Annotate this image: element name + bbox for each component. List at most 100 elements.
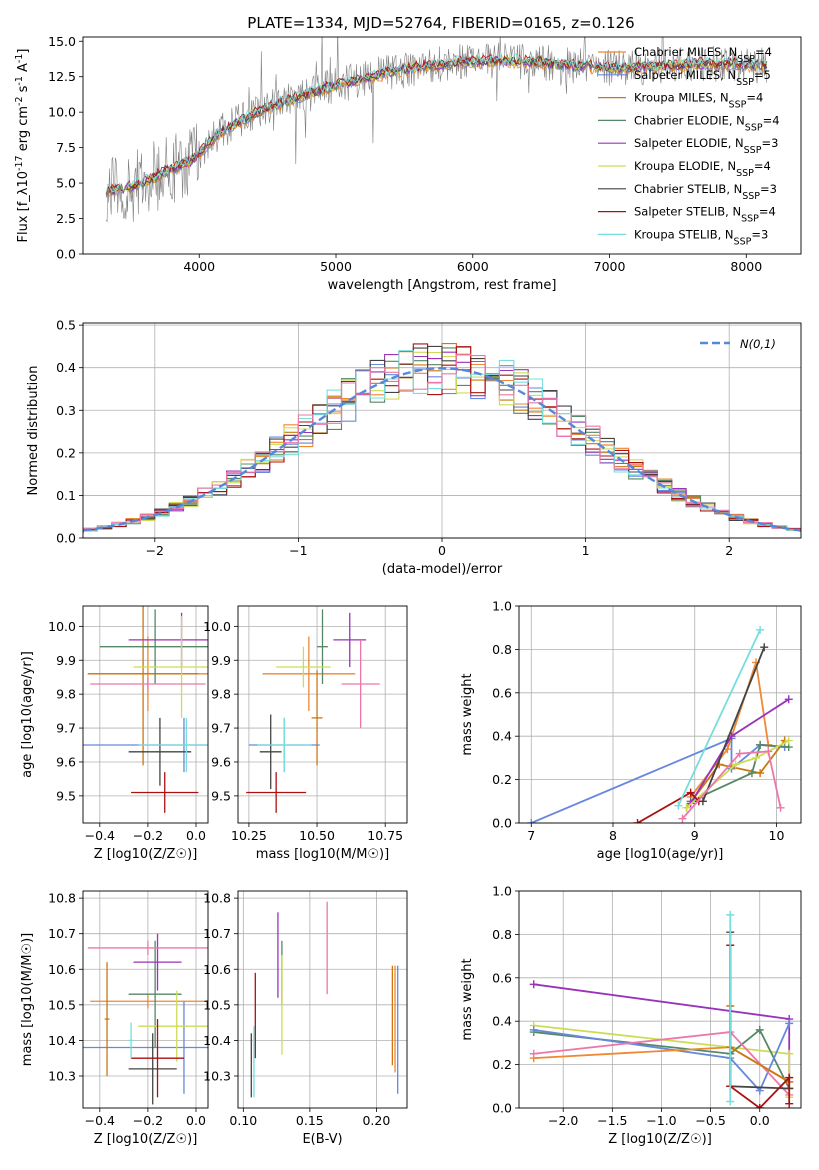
weight-marker: [527, 819, 536, 823]
y-tick-label: 12.5: [48, 69, 76, 84]
legend-entry: Chabrier MILES, NSSP=4: [634, 45, 772, 65]
weight-series-line: [685, 739, 786, 809]
y-tick-label: 0.3: [56, 403, 76, 418]
x-tick-label: 1: [582, 543, 590, 558]
x-tick-label: 10.25: [231, 828, 267, 843]
y-tick-label: 0.4: [492, 1014, 512, 1029]
y-tick-label: 0.4: [492, 729, 512, 744]
mass_vs_ebv-xlabel: E(B-V): [302, 1132, 342, 1147]
residuals-xlabel: (data-model)/error: [382, 562, 503, 577]
normal-curve: [83, 366, 801, 532]
y-tick-label: 0.2: [56, 445, 76, 460]
y-tick-label: 0.6: [492, 970, 512, 985]
y-tick-label: 10.3: [203, 1068, 231, 1083]
legend-entry: Chabrier STELIB, NSSP=3: [634, 182, 777, 202]
age_vs_Z-ylabel: age [log10(age/yr)]: [20, 651, 35, 778]
x-tick-label: −0.4: [85, 828, 115, 843]
residual-histogram: [83, 353, 801, 533]
spectrum-panel: 4000 5000 6000 7000 8000 0.0 2.5 5.0 7.5 10.0 12.5…: [14, 34, 802, 293]
weight_vs_age-grid: [519, 605, 801, 824]
x-tick-label: 2: [725, 543, 733, 558]
weight-marker: [756, 625, 765, 634]
mass_vs_ebv-grid: [238, 891, 407, 1108]
legend-entry: Salpeter MILES, NSSP=5: [634, 68, 771, 88]
weight-series-line: [533, 1023, 791, 1093]
error-bar-point: [104, 962, 110, 1076]
spectrum-plot-area: [105, 37, 768, 223]
weight-marker: [723, 745, 732, 754]
y-tick-label: 0.0: [56, 247, 76, 262]
panels: 4000 5000 6000 7000 80000.02.55.07.510.012.5…: [14, 34, 802, 1147]
weight-marker: [747, 769, 756, 778]
y-tick-label: 1.0: [492, 599, 512, 614]
error-bar-point: [138, 990, 208, 1062]
y-tick-label: 7.5: [56, 140, 76, 155]
weight-marker: [776, 803, 785, 812]
x-tick-label: 0.0: [750, 1113, 770, 1128]
age_vs_mass-frame: [237, 605, 408, 824]
error-bar-point: [128, 940, 182, 1048]
x-tick-label: 10.75: [367, 828, 403, 843]
x-tick-label: 5000: [320, 259, 352, 274]
weight-marker: [731, 760, 740, 769]
weight-marker: [755, 1104, 764, 1108]
age_vs_Z-grid: [83, 606, 208, 823]
y-tick-label: 9.8: [56, 687, 76, 702]
legend-entry: Salpeter ELODIE, NSSP=3: [634, 136, 778, 156]
residuals-panel: −2 −1 0 1 2 0.0 0.1 0.2 0.3 0.4 0.5 (data-model)/er…: [26, 318, 802, 577]
age_vs_mass-ticks: 10.25 10.50 10.75 9.5 9.6 9.7 9.8 9.9 10.0: [203, 619, 403, 843]
weight_vs_age-ticks: 7 8 9 10 0.0 0.2 0.4 0.6 0.8 1.0: [492, 599, 784, 844]
mass_vs_ebv-panel: 0.10 0.15 0.20 10.3 10.4 10.5 10.6 10.7 10.8 E(B-…: [203, 890, 408, 1147]
error-bar-point: [90, 677, 206, 691]
y-tick-label: 0.5: [56, 318, 76, 333]
weight-marker: [726, 1097, 735, 1106]
weight-marker: [784, 736, 793, 745]
weight-marker: [785, 1049, 794, 1058]
x-tick-label: 0.15: [296, 1113, 324, 1128]
y-tick-label: 9.9: [56, 653, 76, 668]
mass_vs_ebv-ticks: 0.10 0.15 0.20 10.3 10.4 10.5 10.6 10.7 10.8: [203, 891, 390, 1128]
weight-marker: [760, 643, 769, 652]
y-tick-label: 0.1: [56, 488, 76, 503]
y-tick-label: 10.8: [48, 891, 76, 906]
error-bar-point: [87, 606, 199, 766]
weight-marker: [674, 801, 683, 810]
weight_vs_age-plot-area: [527, 625, 793, 823]
legend-entry: Kroupa STELIB, NSSP=3: [634, 227, 768, 247]
weight_vs_Z-panel: −2.0 −1.5 −1.0 −0.5 0.0 0.0 0.2 0.4 0.6 0.8 1.0 Z […: [460, 884, 802, 1147]
y-tick-label: 10.0: [203, 619, 231, 634]
error-bar-point: [257, 717, 312, 773]
x-tick-label: −1.5: [597, 1113, 627, 1128]
y-tick-label: 9.5: [211, 788, 231, 803]
y-tick-label: 10.4: [48, 1033, 76, 1048]
mass_vs_Z-plot-area: [83, 933, 208, 1105]
weight_vs_age-xlabel: age [log10(age/yr)]: [597, 847, 724, 862]
error-bar-point: [133, 933, 182, 991]
y-tick-label: 9.6: [56, 754, 76, 769]
x-tick-label: −1.0: [646, 1113, 676, 1128]
residuals-ylabel: Normed distribution: [26, 366, 41, 496]
error-bar-point: [131, 1019, 184, 1098]
weight-marker: [764, 747, 773, 756]
legend-entry: N(0,1): [740, 337, 776, 351]
spectrum-ticks: 4000 5000 6000 7000 8000 0.0 2.5 5.0 7.5 10.0 12.5…: [48, 34, 762, 274]
weight_vs_Z-plot-area: [529, 910, 794, 1108]
y-tick-label: 10.5: [48, 997, 76, 1012]
y-tick-label: 0.8: [492, 642, 512, 657]
y-tick-label: 0.6: [492, 685, 512, 700]
weight_vs_age-ylabel: mass weight: [460, 673, 475, 755]
age_vs_Z-xlabel: Z [log10(Z/Z☉)]: [94, 847, 198, 862]
error-bar-point: [138, 717, 208, 773]
residuals-plot-area: [83, 343, 801, 533]
y-tick-label: 10.7: [203, 926, 231, 941]
weight-marker: [726, 910, 735, 919]
legend-entry: Kroupa ELODIE, NSSP=4: [634, 159, 771, 179]
mass_vs_Z-grid: [83, 891, 208, 1108]
y-tick-label: 10.0: [48, 619, 76, 634]
error-bar-point: [128, 1022, 134, 1059]
mass_vs_Z-panel: −0.4 −0.2 0.0 10.3 10.4 10.5 10.6 10.7 10.8 Z [lo…: [20, 890, 209, 1147]
weight-marker: [756, 769, 765, 778]
residuals-frame: [82, 322, 802, 539]
weight-marker: [752, 753, 761, 762]
y-tick-label: 15.0: [48, 34, 76, 49]
